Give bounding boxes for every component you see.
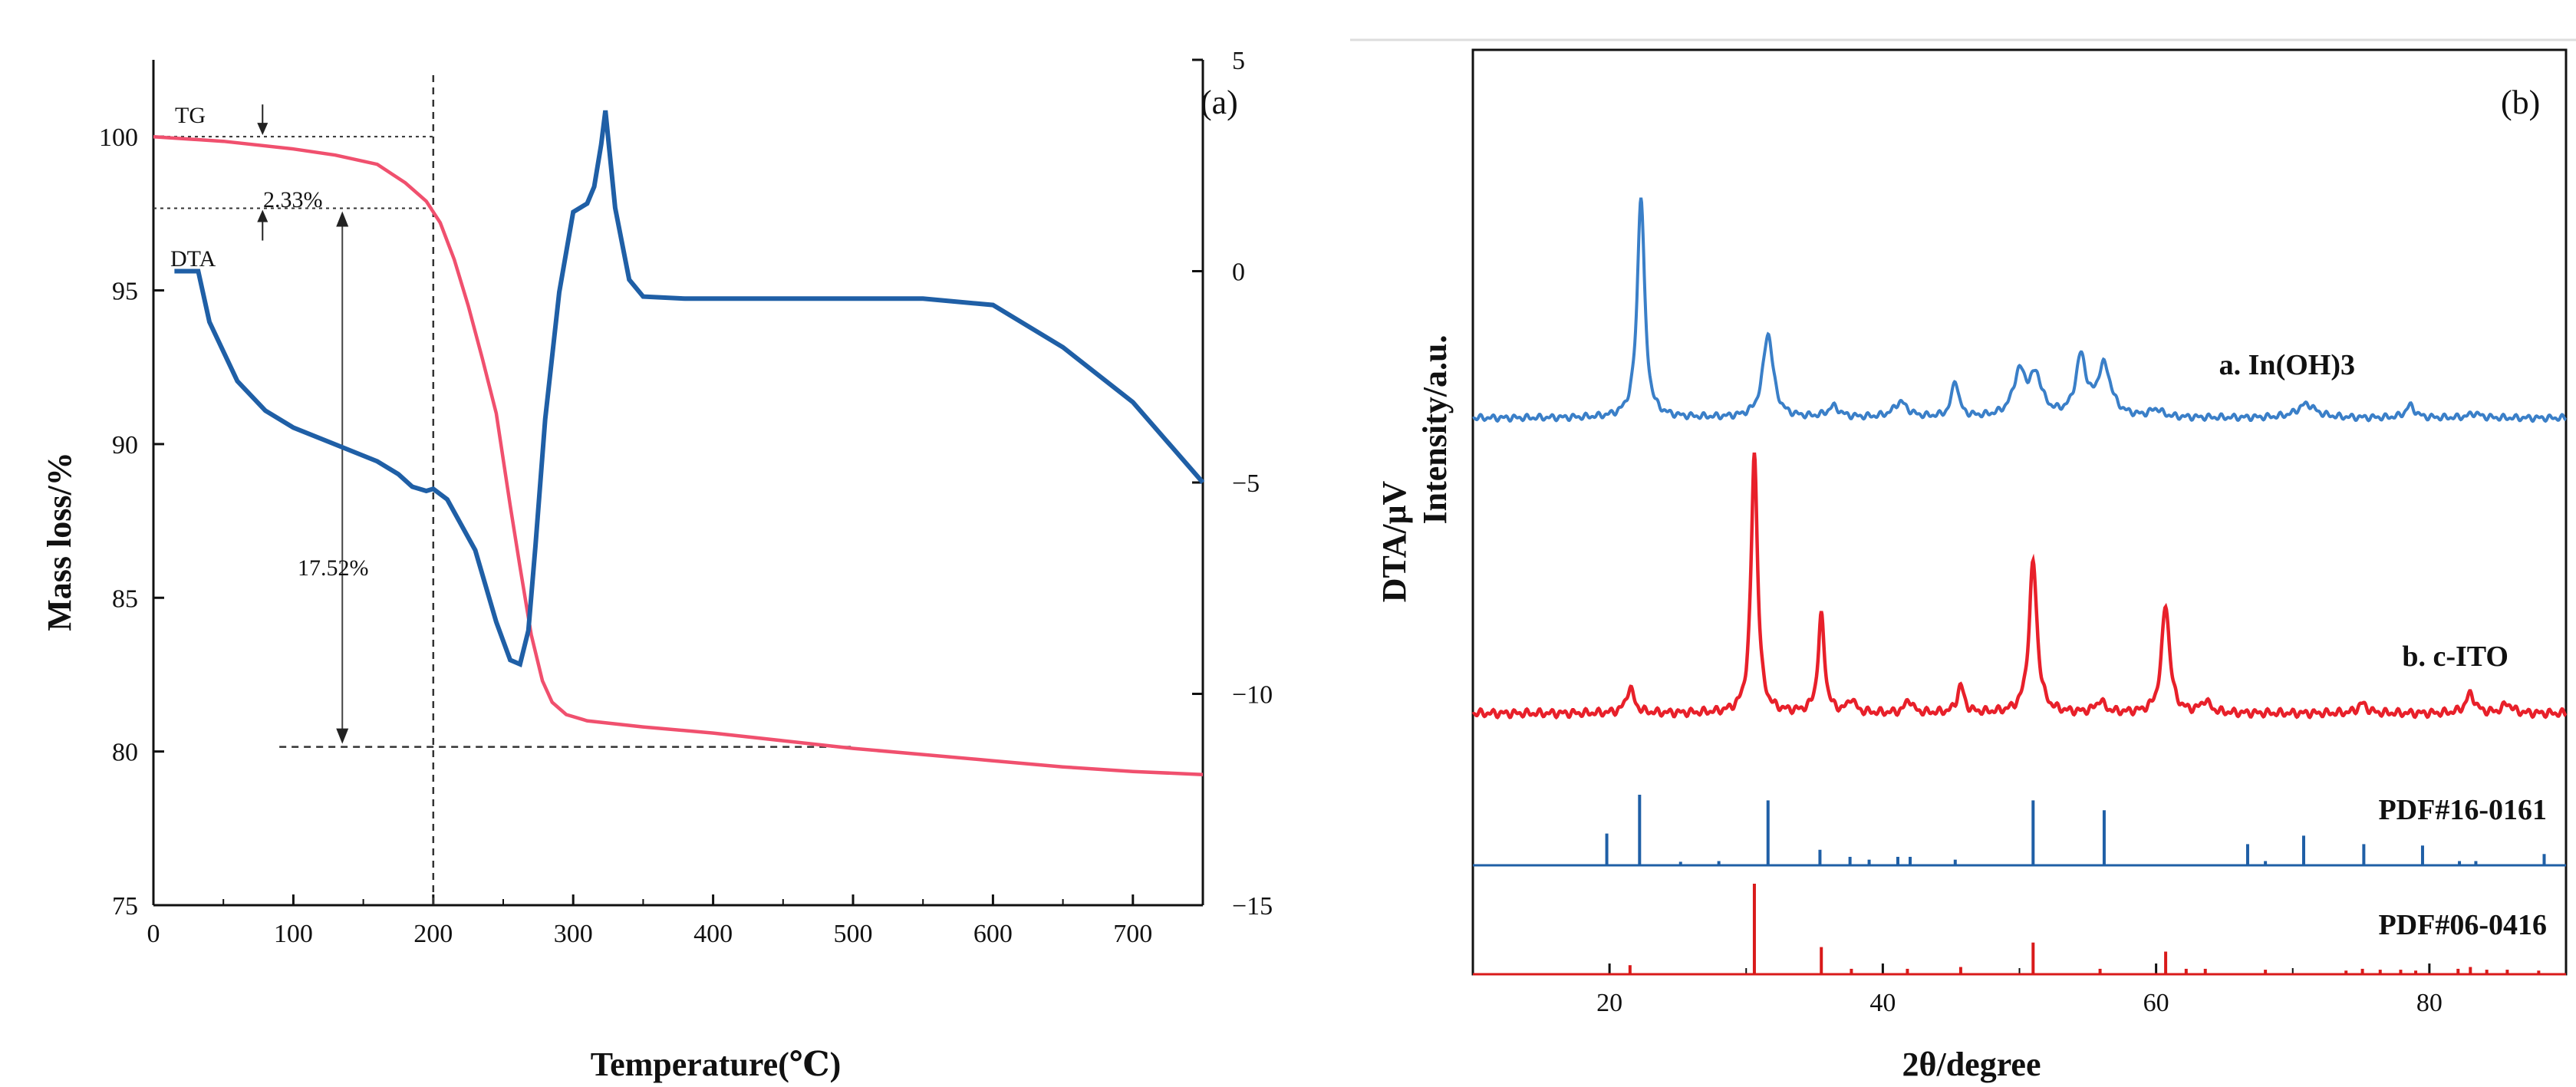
panel-a-y2-tick-label: −5 [1232,469,1260,498]
dta-curve [174,110,1205,668]
step1-arrow-down-head [257,123,268,136]
panel-a-y2-tick-label: 0 [1232,259,1245,287]
panel-a-x-tick-label: 500 [834,920,873,948]
panel-b-x-tick-label: 20 [1596,989,1622,1017]
panel-a-y-tick-label: 75 [112,892,138,921]
pdf-16-0161-reference-lines [1473,795,2566,867]
panel-a-x-tick-label: 100 [274,920,313,948]
panel-b-x-tick-label: 60 [2143,989,2169,1017]
panel-a-y-tick-label: 95 [112,278,138,306]
pdf-06-0416-reference-lines [1473,884,2566,976]
dta-label: DTA [170,246,216,272]
panel-a-x-tick-label: 400 [693,920,733,948]
panel-a-ticks: 0 100 200 300 400 500 600 700 75 80 85 90 95 100 5 0 −5 −… [99,47,1273,948]
panel-b-x-axis-title: 2θ/degree [1902,1046,2041,1083]
panel-b-x-tick-label: 80 [2416,989,2443,1017]
c-ito-pattern-curve [1471,452,2568,720]
panel-b-y-axis-title: Intensity/a.u. [1416,335,1454,525]
panel-a-tg-dta-chart: 0 100 200 300 400 500 600 700 75 80 85 90 95 100 5 0 −5 −… [41,47,1413,1083]
panel-b-x-tick-label: 40 [1869,989,1896,1017]
panel-a-x-tick-label: 0 [147,920,160,948]
step1-arrow-up-head [257,209,268,222]
series-label-c-ito: b. c-ITO [2402,641,2508,673]
step2-arrow-head-down [336,728,349,744]
panel-a-y-tick-label: 80 [112,739,138,767]
panel-a-x-axis-title: Temperature(℃) [591,1046,841,1083]
panel-a-y2-tick-label: 5 [1232,47,1245,75]
panel-a-y2-tick-label: −15 [1232,892,1273,921]
panel-a-x-tick-label: 700 [1113,920,1152,948]
inoh3-pattern-curve [1472,197,2567,423]
panel-a-y-tick-label: 85 [112,585,138,613]
panel-b-ticks: 20 40 60 80 [1596,963,2443,1017]
panel-a-y-tick-label: 100 [99,124,138,152]
panel-a-y-axis-title: Mass loss/% [41,452,78,631]
step2-arrow-head-up [336,211,349,227]
step-2-33-label: 2.33% [263,187,323,212]
panel-a-x-tick-label: 300 [554,920,593,948]
panel-a-label: (a) [1201,84,1238,121]
tg-curve [153,134,1204,776]
panel-a-y-tick-label: 90 [112,431,138,460]
panel-a-y2-tick-label: −10 [1232,681,1273,710]
panel-a-x-tick-label: 200 [413,920,453,948]
panel-b-xrd-chart: 20 40 60 80 (b) a. In(OH)3 b. c-ITO PDF#16-… [1416,48,2568,1083]
reference-label-pdf-16-0161: PDF#16-0161 [2378,794,2547,826]
panel-b-label: (b) [2501,84,2540,121]
series-label-inoh3: a. In(OH)3 [2219,349,2355,381]
panel-a-x-tick-label: 600 [973,920,1013,948]
reference-label-pdf-06-0416: PDF#06-0416 [2378,909,2547,941]
step-17-52-label: 17.52% [298,555,369,581]
tg-label: TG [175,103,206,128]
panel-a-y2-axis-title: DTA/μV [1375,480,1413,602]
